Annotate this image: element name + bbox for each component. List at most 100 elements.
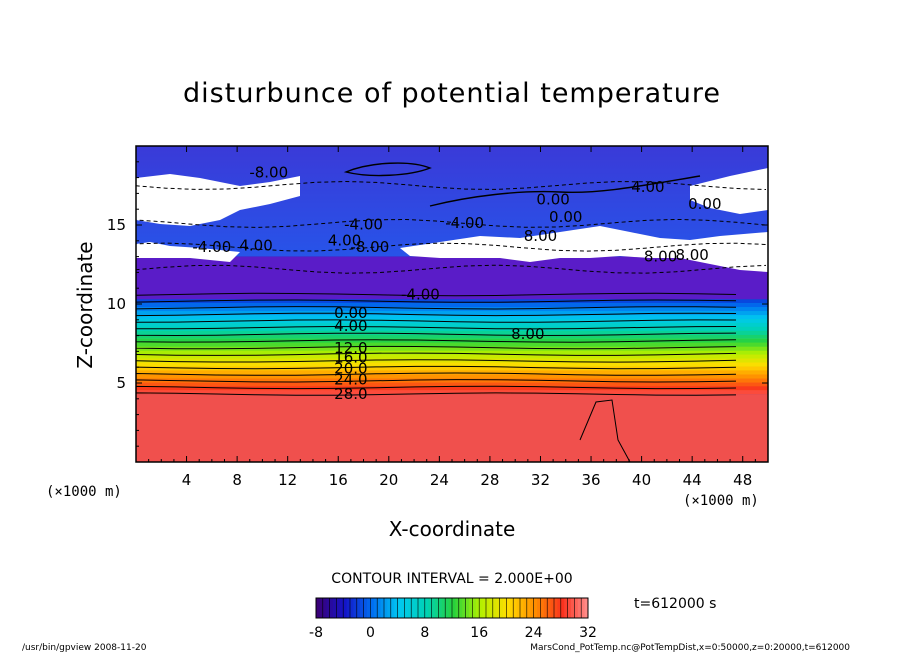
x-axis-title: X-coordinate (389, 517, 516, 541)
contour-label: 28.0 (334, 385, 367, 403)
colorbar-cell (479, 598, 483, 618)
x-tick-label: 12 (278, 471, 297, 489)
colorbar-cell (404, 598, 409, 618)
contour-label: -4.00 (192, 238, 231, 256)
colorbar-cell (577, 598, 582, 618)
contour-labels: -8.000.004.00-4.004.00-4.00 -8.008.00-4.0… (192, 164, 721, 403)
x-tick-label: 48 (733, 471, 752, 489)
colorbar-cell (322, 598, 327, 618)
contour-line (136, 359, 737, 363)
x-tick-label: 40 (632, 471, 651, 489)
colorbar-cell (438, 598, 443, 618)
time-label: t=612000 s (634, 596, 716, 612)
contour-line (136, 319, 737, 323)
strat-band (136, 330, 768, 335)
closed-contour (579, 399, 631, 462)
colorbar-stripes (315, 597, 589, 619)
colorbar-cell (319, 598, 324, 618)
contour-label: 0.00 (549, 208, 582, 226)
colorbar-cell (533, 598, 538, 618)
colorbar-cell (421, 598, 426, 618)
colorbar-cell (489, 598, 494, 618)
colorbar-cell (326, 598, 330, 618)
colorbar-cell (360, 598, 364, 618)
contour-label: -4.00 (344, 216, 383, 234)
contour-label: 0.00 (536, 190, 569, 208)
colorbar-cell (571, 598, 575, 618)
colorbar-cell (581, 598, 585, 618)
strat-band (136, 311, 768, 316)
contour-label: -4.00 (401, 285, 440, 303)
colorbar-cell (407, 598, 412, 618)
colorbar-tick-label: 0 (366, 625, 375, 641)
colorbar-tick-label: 8 (420, 625, 429, 641)
colorbar-cell (482, 598, 487, 618)
colorbar-tick-label: 16 (470, 625, 488, 641)
colorbar-cell (513, 598, 517, 618)
strat-band (136, 315, 768, 320)
footer-right: MarsCond_PotTemp.nc@PotTempDist,x=0:5000… (530, 643, 850, 653)
colorbar-cell (557, 598, 562, 618)
colorbar-cell (530, 598, 534, 618)
colorbar-cell (462, 598, 466, 618)
strat-band (136, 378, 768, 383)
white-gaps (136, 168, 768, 272)
colorbar-cell (397, 598, 402, 618)
colorbar-ticks: -8 0 8 16 24 32 (309, 625, 597, 641)
strat-band (136, 319, 768, 323)
contour-label: 8.00 (511, 325, 544, 343)
strat-band (136, 303, 768, 308)
strat-band (136, 334, 768, 339)
strat-band (136, 362, 768, 367)
colorbar-cell (384, 598, 388, 618)
colorbar-cell (526, 598, 531, 618)
plot-area (136, 146, 768, 462)
colorbar-cell (380, 598, 385, 618)
strat-band (136, 370, 768, 375)
contour-label: 4.00 (328, 232, 361, 250)
strat-band (136, 358, 768, 363)
colorbar-cell (350, 598, 354, 618)
colorbar-cell (469, 598, 473, 618)
colorbar-cell (394, 598, 398, 618)
colorbar-cell (520, 598, 524, 618)
y-axis-title: Z-coordinate (73, 241, 97, 368)
colorbar-cell (336, 598, 341, 618)
contour-line (136, 332, 737, 337)
contour-line (136, 345, 737, 350)
contour-label: -8.00 (350, 238, 389, 256)
contour-label: -4.00 (445, 214, 484, 232)
contour-line (136, 392, 737, 396)
colorbar-cell (339, 598, 344, 618)
colorbar-cell (343, 598, 347, 618)
colorbar-tick-label: -8 (309, 625, 323, 641)
colorbar-cell (329, 598, 334, 618)
strat-band (136, 386, 768, 391)
colorbar-cell (496, 598, 500, 618)
negative-contour (136, 242, 767, 252)
chart-title: disturbunce of potential temperature (183, 78, 721, 109)
contour-line (136, 365, 737, 370)
strat-band (136, 390, 768, 395)
colorbar-cell (353, 598, 358, 618)
colorbar-cell (418, 598, 422, 618)
colorbar-cell (455, 598, 460, 618)
x-tick-label: 4 (182, 471, 192, 489)
contour-label: 4.00 (239, 236, 272, 254)
colorbar-cell (475, 598, 480, 618)
contour-line (136, 312, 737, 317)
colorbar-cell (431, 598, 436, 618)
colorbar-cell (547, 598, 551, 618)
contour-line (136, 379, 737, 383)
colorbar-cell (411, 598, 415, 618)
colorbar-cell (316, 598, 320, 618)
colorbar-cell (390, 598, 395, 618)
strat-band (136, 382, 768, 387)
colorbar-cell (387, 598, 392, 618)
strat-band (136, 374, 768, 379)
contour-line (136, 372, 737, 376)
x-tick-label: 36 (581, 471, 600, 489)
y-tick-label: 15 (107, 216, 126, 234)
contour-line (136, 325, 737, 330)
